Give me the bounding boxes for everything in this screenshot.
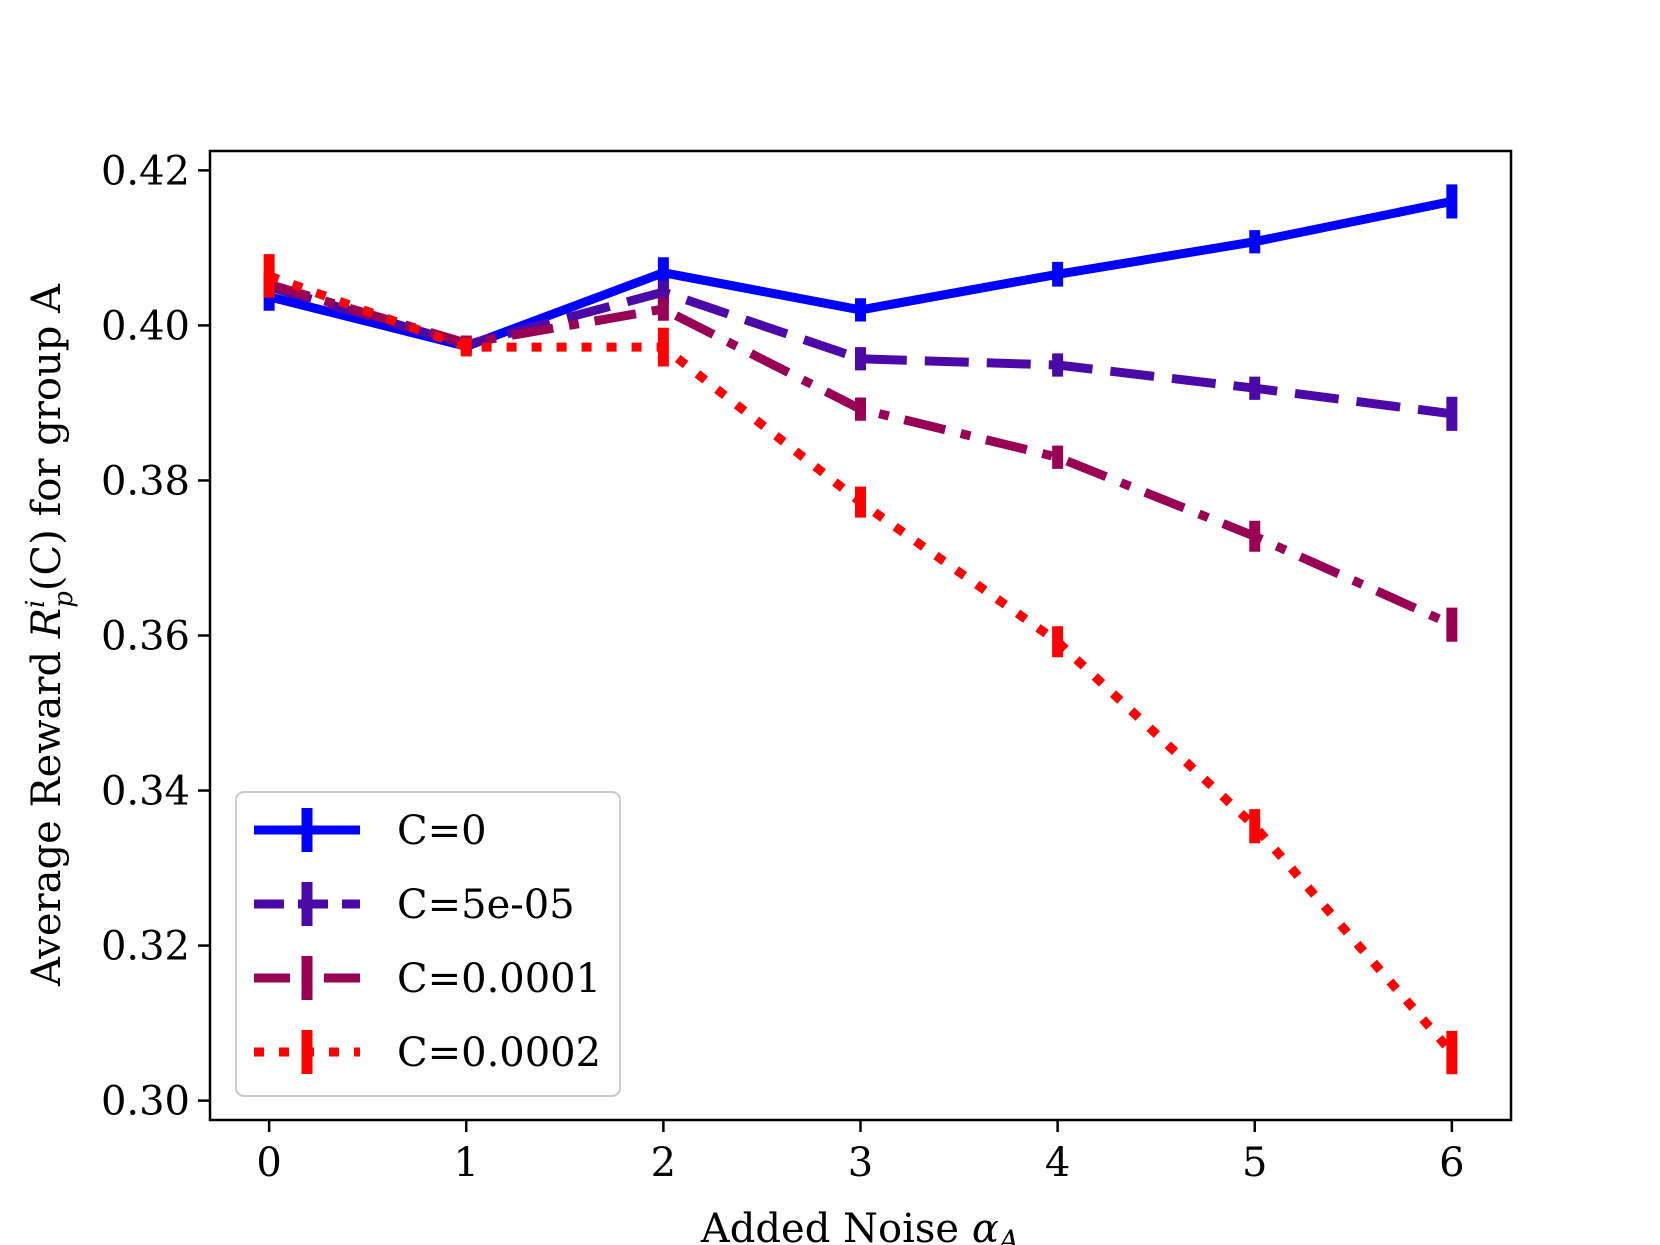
y-tick-label: 0.32 (101, 924, 190, 970)
legend-label: C=0 (397, 808, 487, 854)
x-axis-label-subscript: A (996, 1224, 1019, 1245)
legend-label: C=0.0002 (397, 1030, 601, 1076)
legend-item: C=0.0001 (254, 956, 601, 1002)
legend-item: C=0 (254, 808, 487, 854)
y-tick-label: 0.36 (101, 614, 190, 660)
x-axis-label-main: Added Noise (700, 1206, 972, 1245)
y-axis-label-main: Average Reward (24, 638, 70, 987)
y-tick-label: 0.34 (101, 769, 190, 815)
y-axis-label-symbol: R (24, 608, 70, 639)
x-tick-label: 0 (256, 1140, 281, 1186)
x-tick-label: 3 (848, 1140, 873, 1186)
y-axis-label-superscript: i (21, 600, 51, 608)
y-tick-label: 0.38 (101, 458, 190, 504)
legend-label: C=0.0001 (397, 956, 601, 1002)
y-axis-label-paren: (C) (24, 529, 70, 591)
legend-item: C=5e-05 (254, 882, 575, 928)
y-axis-label: Average Reward Rip(C) for group A (21, 283, 79, 987)
y-axis: 0.30 0.32 0.34 0.36 0.38 0.40 0.42 (101, 148, 210, 1125)
legend: C=0 C=5e-05 C=0.0001 C=0.0002 (235, 791, 621, 1097)
series-layer (263, 184, 1458, 1075)
y-axis-label-rest: for group A (24, 283, 70, 529)
y-axis-label-subscript: p (49, 591, 79, 608)
x-tick-label: 1 (454, 1140, 479, 1186)
x-tick-label: 4 (1045, 1140, 1070, 1186)
y-tick-label: 0.30 (101, 1079, 190, 1125)
x-tick-label: 6 (1439, 1140, 1464, 1186)
y-tick-label: 0.40 (101, 303, 190, 349)
x-axis-label: Added Noise αA (700, 1206, 1019, 1245)
x-tick-label: 5 (1242, 1140, 1267, 1186)
legend-item: C=0.0002 (254, 1030, 601, 1076)
x-axis: 0 1 2 3 4 5 6 (256, 1120, 1465, 1186)
legend-box (235, 791, 621, 1097)
x-tick-label: 2 (651, 1140, 676, 1186)
y-tick-label: 0.42 (101, 148, 190, 194)
x-axis-label-symbol: α (972, 1206, 999, 1245)
series-3 (263, 254, 1458, 1075)
legend-label: C=5e-05 (397, 882, 575, 928)
